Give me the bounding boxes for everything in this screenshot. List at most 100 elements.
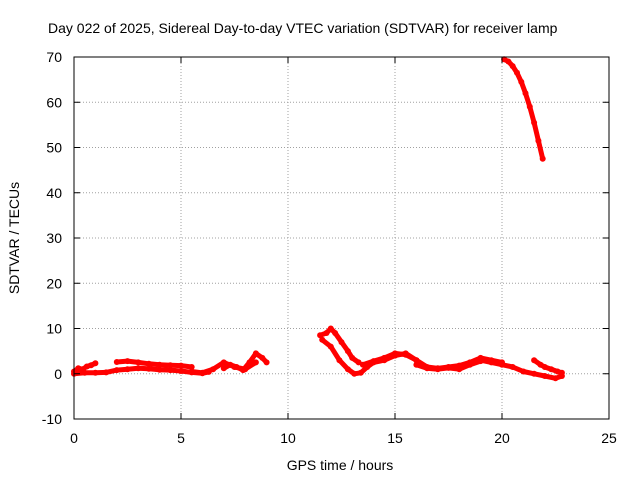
data-point: [514, 69, 520, 76]
y-tick-label: -10: [42, 411, 62, 427]
grid-lines: [74, 57, 609, 419]
data-point: [227, 361, 234, 368]
data-point: [531, 370, 538, 377]
y-tick-label: 0: [54, 366, 62, 382]
data-point: [351, 370, 358, 377]
data-point: [488, 359, 495, 366]
series-arc-pre-gap: [220, 350, 270, 374]
data-point: [349, 354, 356, 361]
data-series: [71, 56, 565, 382]
data-point: [531, 357, 538, 364]
data-point: [466, 361, 473, 368]
data-point: [477, 357, 484, 364]
data-point: [531, 119, 538, 126]
data-point: [188, 364, 195, 370]
data-point: [124, 366, 131, 373]
data-point: [392, 350, 398, 357]
data-point: [526, 103, 533, 110]
data-point: [344, 366, 351, 373]
data-point: [499, 361, 505, 368]
x-tick-label: 25: [601, 430, 617, 446]
x-tick-label: 15: [387, 430, 403, 446]
axis-ticks: 0 5 10 15 20 25 -10 0 10 20 30 40 50 60 70: [42, 49, 617, 446]
data-point: [522, 90, 529, 97]
data-point: [233, 364, 240, 370]
data-point: [505, 58, 512, 65]
series-arc-morning-upper: [113, 358, 195, 370]
y-axis-label: SDTVAR / TECUs: [6, 182, 22, 294]
data-point: [167, 367, 174, 374]
data-point: [263, 359, 270, 366]
data-point: [124, 358, 131, 365]
data-point: [246, 359, 253, 366]
data-point: [338, 339, 345, 346]
data-point: [381, 354, 388, 361]
data-point: [332, 330, 339, 336]
data-point: [178, 368, 184, 374]
y-tick-label: 20: [46, 275, 62, 291]
x-tick-label: 10: [280, 430, 296, 446]
data-point: [539, 155, 546, 162]
x-tick-label: 20: [494, 430, 510, 446]
data-point: [456, 366, 463, 373]
data-point: [548, 366, 555, 373]
data-point: [445, 364, 452, 371]
data-point: [413, 357, 420, 364]
data-point: [541, 373, 548, 379]
y-tick-label: 70: [46, 49, 62, 65]
data-point: [252, 350, 259, 357]
data-point: [199, 369, 206, 376]
data-point: [317, 332, 324, 339]
x-tick-label: 5: [177, 430, 185, 446]
series-arc-late-evening: [531, 357, 565, 376]
data-point: [541, 364, 548, 370]
data-point: [178, 362, 184, 369]
data-point: [336, 357, 343, 364]
data-point: [370, 358, 377, 365]
data-point: [558, 369, 565, 376]
y-tick-label: 10: [46, 321, 62, 337]
data-point: [252, 359, 259, 366]
data-point: [344, 348, 351, 355]
data-point: [135, 365, 142, 372]
data-point: [520, 368, 527, 375]
data-point: [188, 368, 195, 375]
x-tick-label: 0: [70, 430, 78, 446]
data-point: [210, 366, 217, 373]
data-point: [509, 63, 516, 70]
y-tick-label: 40: [46, 185, 62, 201]
data-point: [113, 367, 120, 374]
data-point: [113, 359, 120, 365]
data-point: [509, 364, 516, 370]
series-arc-high: [501, 56, 546, 162]
series-arc-midday-upper: [317, 325, 362, 366]
data-point: [167, 362, 174, 369]
series-arc-early-morning: [71, 360, 99, 375]
series-trace: [501, 56, 546, 162]
data-point: [259, 354, 266, 361]
chart-title: Day 022 of 2025, Sidereal Day-to-day VTE…: [48, 20, 558, 36]
data-point: [81, 369, 88, 376]
data-point: [535, 137, 542, 144]
data-point: [92, 369, 99, 376]
data-point: [220, 359, 227, 366]
data-point: [424, 365, 431, 372]
data-point: [552, 375, 559, 382]
data-point: [92, 360, 99, 367]
data-point: [327, 325, 334, 332]
data-point: [156, 361, 163, 368]
data-point: [518, 78, 525, 85]
y-tick-label: 30: [46, 230, 62, 246]
data-point: [413, 361, 420, 368]
data-point: [327, 343, 334, 350]
data-point: [319, 336, 326, 343]
y-tick-label: 50: [46, 140, 62, 156]
data-point: [156, 366, 163, 373]
data-point: [220, 365, 227, 372]
data-point: [357, 369, 364, 376]
data-point: [135, 359, 142, 366]
data-point: [103, 369, 110, 376]
data-point: [240, 367, 247, 374]
data-point: [323, 330, 330, 336]
